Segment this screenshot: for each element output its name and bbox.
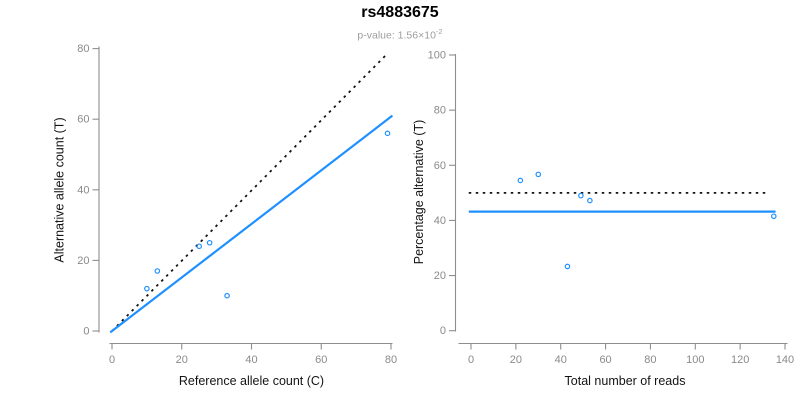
data-point <box>535 171 542 178</box>
data-point <box>587 197 593 204</box>
x-axis-title: Reference allele count (C) <box>179 374 324 388</box>
x-tick-label: 100 <box>686 354 704 366</box>
x-tick-label: 140 <box>776 354 794 366</box>
data-point <box>564 263 571 270</box>
y-tick-label: 80 <box>77 43 89 55</box>
data-point <box>384 130 391 137</box>
y-tick-label: 100 <box>428 50 446 62</box>
x-tick-label: 80 <box>644 354 656 366</box>
y-tick-label: 0 <box>83 326 89 338</box>
y-axis-title: Alternative allele count (T) <box>53 117 67 262</box>
x-tick-label: 0 <box>109 354 115 366</box>
x-tick-label: 0 <box>468 354 474 366</box>
y-tick-label: 60 <box>434 160 446 172</box>
x-tick-label: 20 <box>176 354 188 366</box>
x-tick-label: 40 <box>555 354 567 366</box>
x-tick-label: 80 <box>385 354 397 366</box>
data-point <box>144 285 150 292</box>
y-tick-label: 80 <box>434 105 446 117</box>
x-tick-label: 60 <box>599 354 611 366</box>
figure-subtitle: p-value: 1.56×10-2 <box>0 25 800 43</box>
x-tick-label: 20 <box>510 354 522 366</box>
y-axis-title: Percentage alternative (T) <box>412 120 426 265</box>
data-point <box>578 192 584 199</box>
x-tick-label: 40 <box>245 354 257 366</box>
y-tick-label: 40 <box>77 184 89 196</box>
fit-line <box>109 114 394 334</box>
y-tick-label: 20 <box>434 270 446 282</box>
y-tick-label: 20 <box>77 255 89 267</box>
data-point <box>224 292 230 299</box>
figure-header: rs4883675 p-value: 1.56×10-2 <box>0 4 800 43</box>
p-value-text: p-value: 1.56×10 <box>357 29 436 42</box>
y-tick-label: 60 <box>77 114 89 126</box>
y-tick-label: 40 <box>434 215 446 227</box>
data-point <box>517 177 524 184</box>
x-tick-label: 120 <box>731 354 749 366</box>
y-tick-label: 0 <box>440 325 446 337</box>
p-value-exponent: -2 <box>435 27 443 36</box>
data-point <box>206 239 213 246</box>
figure-title: rs4883675 <box>361 4 439 21</box>
data-point <box>196 243 202 250</box>
x-axis-title: Total number of reads <box>565 374 686 388</box>
data-point <box>770 213 777 220</box>
data-point <box>154 268 161 274</box>
identity-line <box>111 53 388 332</box>
x-tick-label: 60 <box>315 354 327 366</box>
